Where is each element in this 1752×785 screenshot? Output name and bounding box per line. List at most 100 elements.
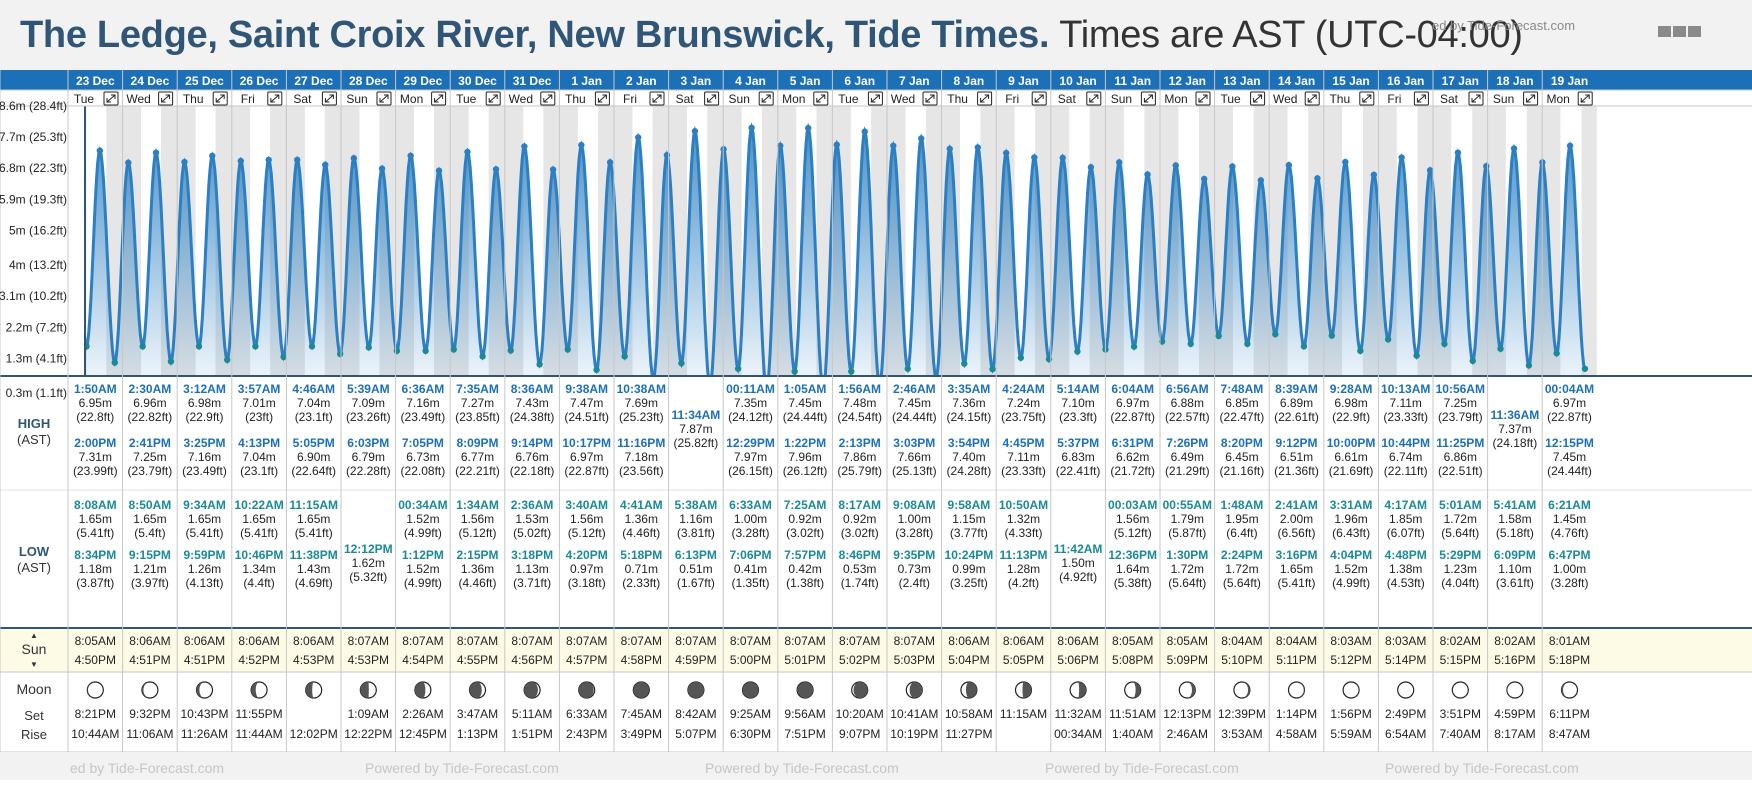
- expand-day-button[interactable]: [1359, 91, 1375, 106]
- expand-icon-arrows: [1198, 94, 1208, 103]
- expand-day-button[interactable]: [1468, 91, 1484, 106]
- high-tide-point: [1059, 154, 1066, 162]
- expand-day-button[interactable]: [431, 91, 447, 106]
- low-tide-feet: (6.43ft): [1332, 526, 1370, 540]
- high-tide-point: [265, 156, 272, 164]
- high-tide-point: [549, 166, 557, 173]
- expand-day-button[interactable]: [1250, 91, 1266, 106]
- expand-day-button[interactable]: [1031, 91, 1047, 106]
- low-tide-time: 10:24PM: [945, 548, 994, 562]
- high-tide-time: 7:26PM: [1166, 436, 1208, 450]
- low-tide-meters: 1.16m: [679, 512, 712, 526]
- high-tide-meters: 7.36m: [952, 396, 985, 410]
- low-tide-meters: 1.45m: [1553, 512, 1586, 526]
- high-tide-point: [1201, 175, 1208, 183]
- low-tide-time: 1:34AM: [456, 498, 499, 512]
- expand-day-button[interactable]: [1523, 91, 1539, 106]
- moon-shadow: [305, 682, 314, 698]
- sunrise-time: 8:04AM: [1221, 634, 1262, 648]
- day-date: 9 Jan: [1008, 74, 1039, 88]
- day-of-week: Fri: [241, 92, 255, 106]
- high-tide-time: 11:36AM: [1491, 408, 1540, 422]
- high-tide-meters: 6.62m: [1116, 450, 1149, 464]
- high-tide-time: 6:36AM: [402, 382, 445, 396]
- low-tide-time: 9:35PM: [893, 548, 935, 562]
- low-tide-time: 6:13PM: [675, 548, 717, 562]
- expand-day-button[interactable]: [704, 91, 720, 106]
- expand-day-button[interactable]: [321, 91, 337, 106]
- expand-day-button[interactable]: [267, 91, 283, 106]
- low-tide-feet: (3.25ft): [950, 576, 988, 590]
- high-tide-point: [294, 156, 301, 164]
- expand-day-button[interactable]: [1577, 91, 1593, 106]
- expand-icon-arrows: [488, 94, 498, 103]
- expand-day-button[interactable]: [1304, 91, 1320, 106]
- sunrise-time: 8:07AM: [402, 634, 443, 648]
- expand-day-button[interactable]: [103, 91, 119, 106]
- low-tide-point: [1525, 362, 1533, 369]
- high-tide-time: 3:57AM: [238, 382, 281, 396]
- moonset-time: 10:41AM: [890, 707, 938, 721]
- day-of-week: Fri: [1005, 92, 1019, 106]
- high-tide-feet: (23.1ft): [295, 410, 333, 424]
- moonrise-time: 2:46AM: [1167, 727, 1208, 741]
- expand-day-button[interactable]: [758, 91, 774, 106]
- moonset-time: 10:20AM: [836, 707, 884, 721]
- day-date: 14 Jan: [1278, 74, 1315, 88]
- low-tide-point: [308, 343, 316, 350]
- low-tide-meters: 0.41m: [734, 562, 767, 576]
- low-tide-point: [507, 347, 514, 354]
- y-tick-label: 8.6m (28.4ft): [0, 99, 67, 113]
- high-tide-meters: 7.25m: [133, 450, 166, 464]
- expand-day-button[interactable]: [485, 91, 501, 106]
- expand-day-button[interactable]: [1140, 91, 1156, 106]
- day-of-week: Sun: [729, 92, 750, 106]
- expand-day-button[interactable]: [813, 91, 829, 106]
- high-tide-time: 2:41PM: [129, 436, 171, 450]
- high-tide-feet: (24.44ft): [783, 410, 828, 424]
- low-tide-time: 3:16PM: [1275, 548, 1317, 562]
- day-date: 4 Jan: [735, 74, 766, 88]
- expand-day-button[interactable]: [867, 91, 883, 106]
- low-tide-time: 9:15PM: [129, 548, 171, 562]
- low-tide-feet: (3.81ft): [677, 526, 715, 540]
- footer-credit: ed by Tide-Forecast.com: [70, 760, 225, 776]
- low-tide-meters: 1.10m: [1498, 562, 1531, 576]
- expand-day-button[interactable]: [922, 91, 938, 106]
- expand-day-button[interactable]: [212, 91, 228, 106]
- expand-day-button[interactable]: [1413, 91, 1429, 106]
- high-tide-feet: (24.12ft): [728, 410, 773, 424]
- low-tide-time: 9:08AM: [893, 498, 936, 512]
- expand-day-button[interactable]: [158, 91, 174, 106]
- day-date: 24 Dec: [131, 74, 170, 88]
- low-tide-point: [422, 347, 429, 355]
- low-tide-point: [1215, 332, 1222, 340]
- expand-icon-arrows: [161, 94, 171, 103]
- expand-icon-arrows: [870, 94, 880, 103]
- day-date: 27 Dec: [294, 74, 333, 88]
- day-of-week: Tue: [1220, 92, 1241, 106]
- y-tick-label: 5.9m (19.3ft): [0, 192, 67, 206]
- low-tide-time: 4:41AM: [620, 498, 663, 512]
- day-of-week: Sat: [676, 92, 695, 106]
- expand-icon-arrows: [925, 94, 935, 103]
- sunset-time: 4:53PM: [348, 653, 389, 667]
- expand-day-button[interactable]: [594, 91, 610, 106]
- high-tide-time: 11:25PM: [1436, 436, 1484, 450]
- expand-icon-arrows: [379, 94, 389, 103]
- high-tide-point: [237, 157, 244, 165]
- expand-day-button[interactable]: [977, 91, 993, 106]
- expand-day-button[interactable]: [376, 91, 392, 106]
- low-tide-meters: 1.00m: [734, 512, 767, 526]
- high-tide-meters: 6.88m: [1171, 396, 1204, 410]
- expand-day-button[interactable]: [649, 91, 665, 106]
- moonset-time: 12:39PM: [1218, 707, 1266, 721]
- high-tide-meters: 7.66m: [898, 450, 931, 464]
- expand-day-button[interactable]: [1195, 91, 1211, 106]
- expand-day-button[interactable]: [540, 91, 556, 106]
- moonrise-time: 11:27PM: [945, 727, 992, 741]
- expand-day-button[interactable]: [1086, 91, 1102, 106]
- moonrise-time: 2:43PM: [566, 727, 607, 741]
- high-tide-point: [125, 159, 132, 166]
- high-tide-meters: 7.69m: [625, 396, 658, 410]
